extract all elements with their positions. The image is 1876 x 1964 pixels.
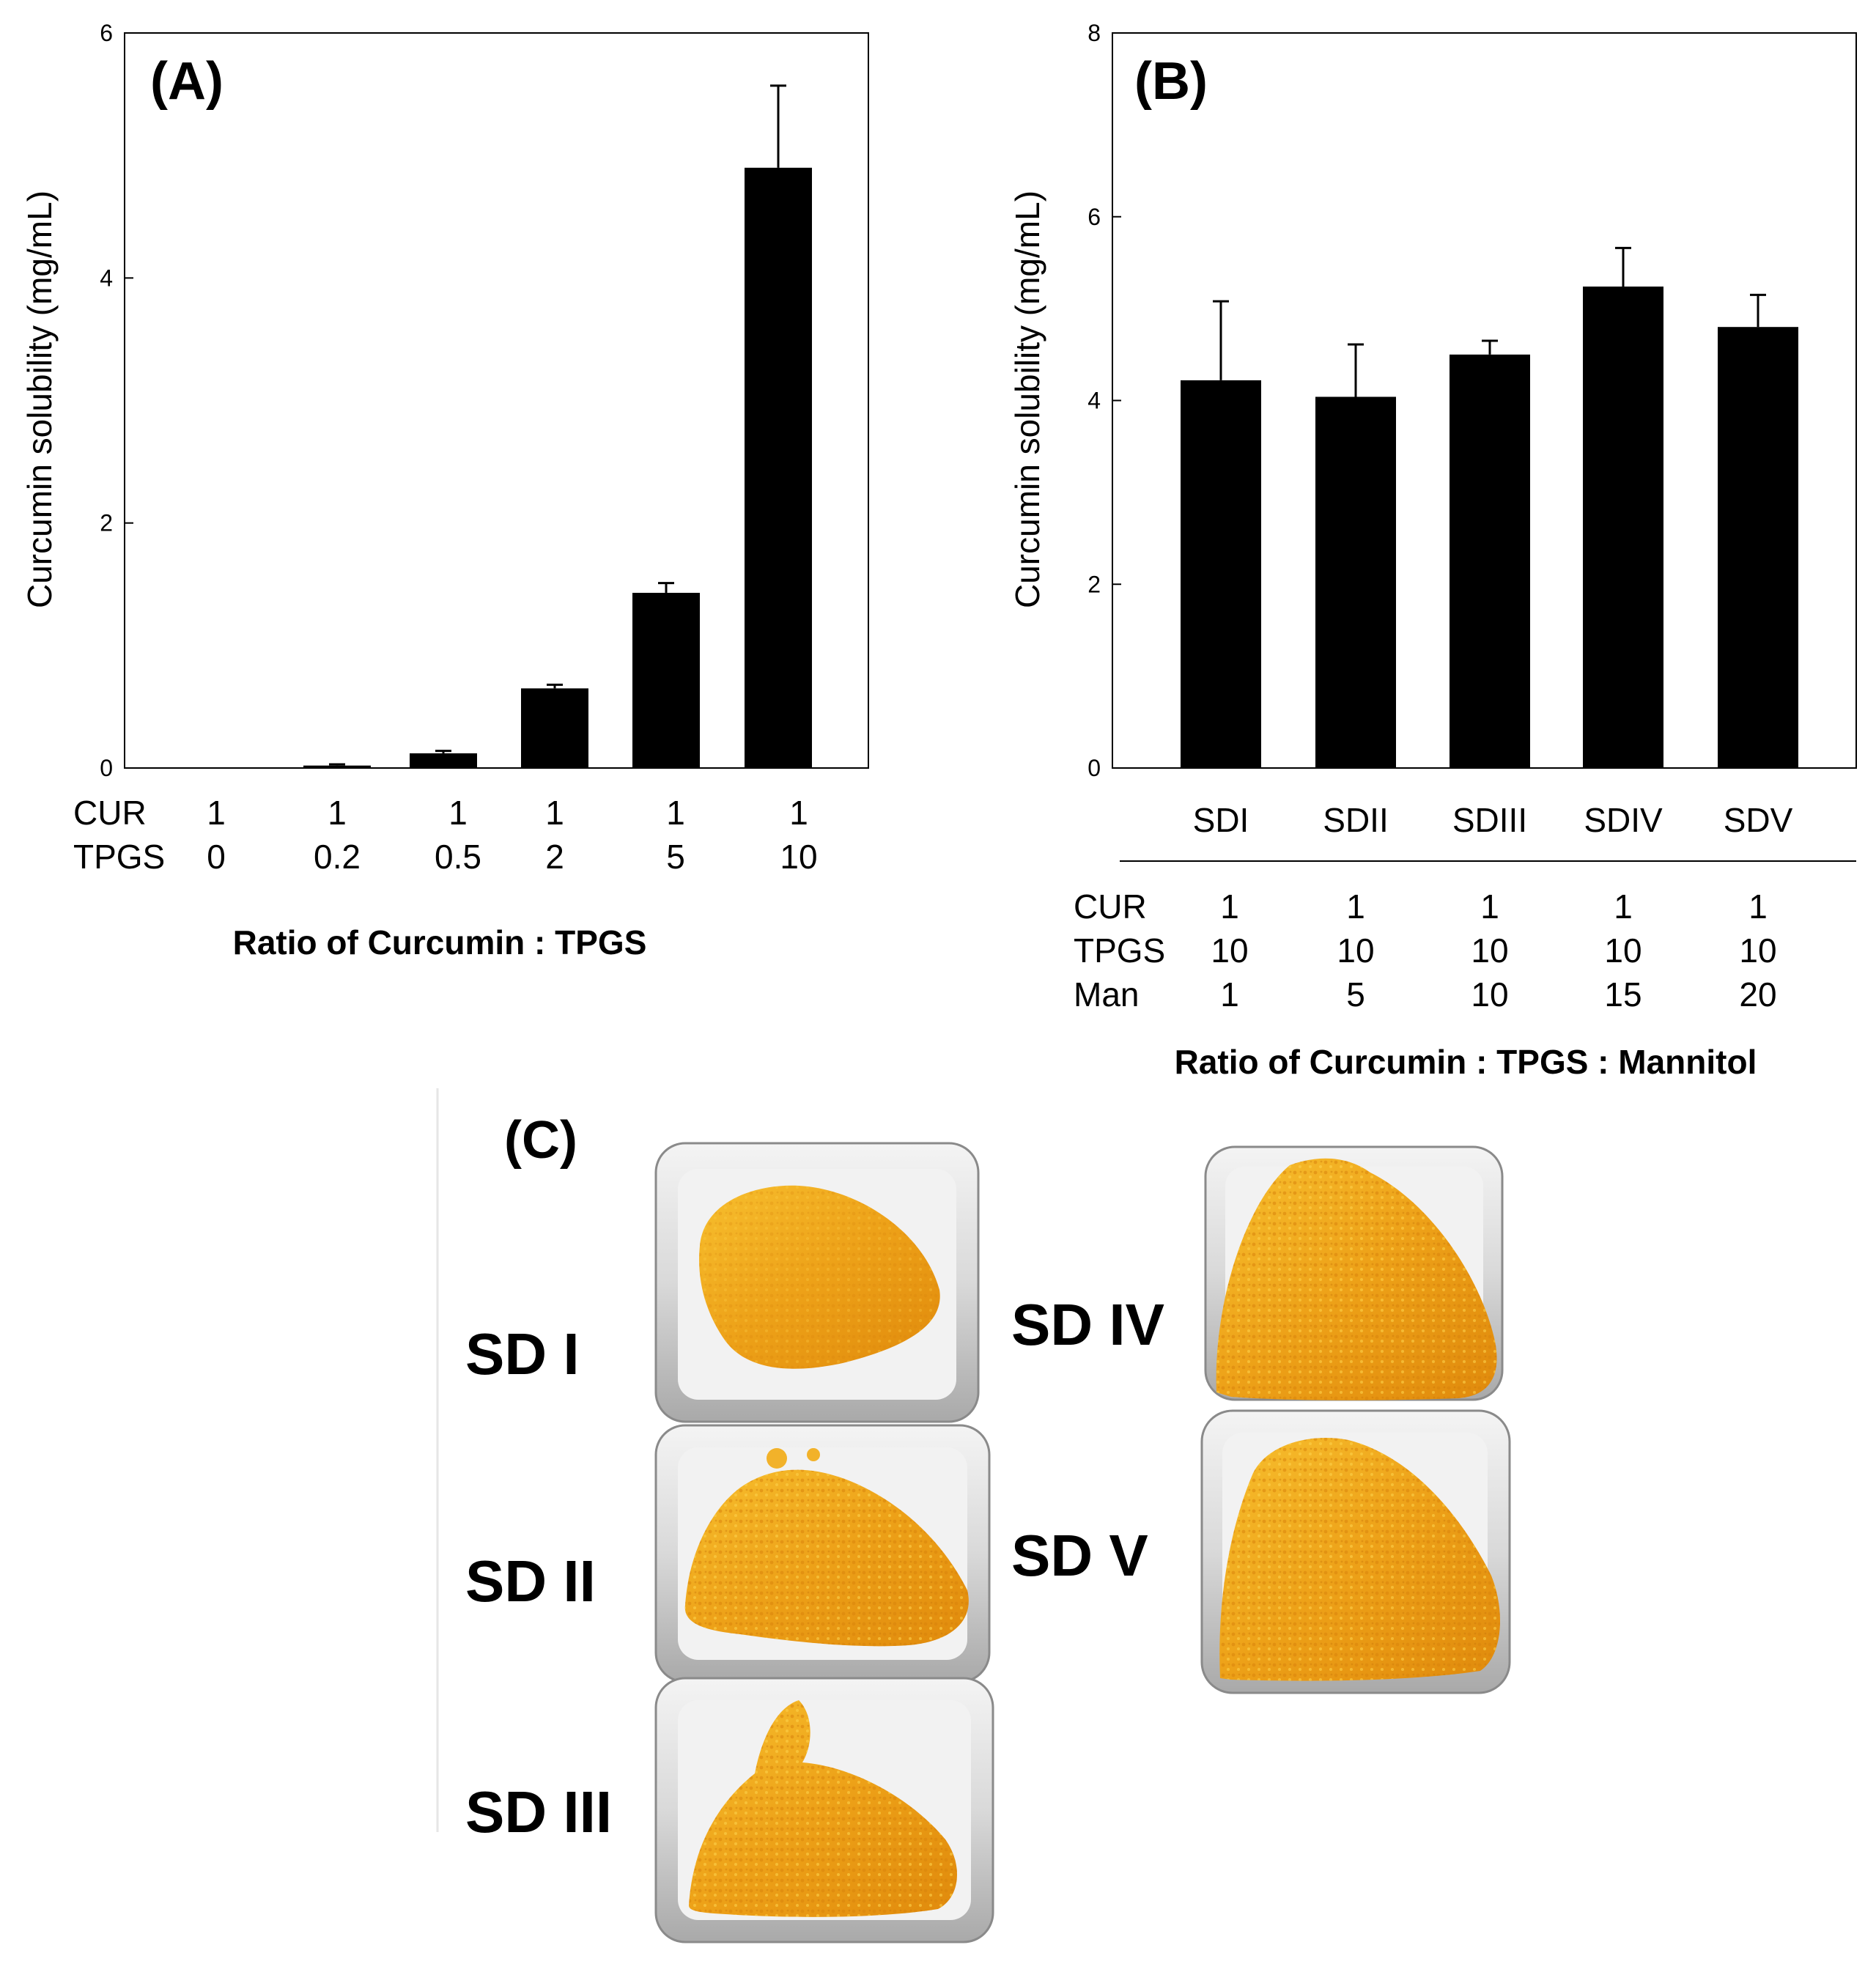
category-label: SDIII [1452,801,1527,839]
ratio-value: 10 [1471,975,1508,1014]
chart-b-panel-label: (B) [1134,52,1208,111]
bar [1718,327,1798,768]
sample-tray-sd-v [1200,1409,1511,1694]
chart-a-ratio-table: CUR 1 1 1 1 1 1 TPGS 0 0.2 0.5 2 5 10 [73,794,818,876]
sample-tray-sd-iv [1204,1145,1504,1401]
y-tick-label: 2 [100,510,113,536]
y-tick-label: 0 [100,755,113,781]
sample-label-sd-i: SD I [465,1321,580,1387]
ratio-value: 10 [780,838,817,876]
ratio-value: 0 [207,838,226,876]
ratio-value: 1 [1480,887,1499,926]
ratio-value: 10 [1739,931,1776,970]
ratio-value: 0.5 [435,838,481,876]
ratio-value: 20 [1739,975,1776,1014]
bar [521,688,588,768]
chart-b: (B) 0 2 4 6 8 Curcumin solubility (mg/mL) SD… [1008,20,1857,1081]
ratio-value: 10 [1337,931,1374,970]
sample-label-sd-iv: SD IV [1011,1292,1164,1357]
chart-b-bars [1181,246,1798,768]
sample-tray-sd-i [654,1142,980,1423]
sample-tray-sd-iii [654,1677,994,1943]
ratio-value: 1 [666,794,685,832]
chart-a-x-axis-label: Ratio of Curcumin : TPGS [233,923,647,961]
y-tick-label: 4 [100,265,113,291]
sample-label-sd-iii: SD III [465,1779,612,1845]
ratio-value: 1 [1220,887,1239,926]
sample-label-sd-ii: SD II [465,1548,596,1614]
ratio-value: 10 [1471,931,1508,970]
ratio-value: 5 [666,838,685,876]
bar [1583,287,1663,768]
ratio-value: 1 [545,794,564,832]
ratio-row-label: TPGS [1074,931,1165,970]
bar [632,592,700,768]
ratio-value: 1 [1346,887,1365,926]
bar [303,765,371,768]
ratio-value: 2 [545,838,564,876]
ratio-row-label: CUR [73,794,147,832]
ratio-value: 1 [448,794,468,832]
sample-tray-sd-ii [654,1424,991,1683]
ratio-value: 1 [1220,975,1239,1014]
chart-b-categories: SDI SDII SDIII SDIV SDV [1193,801,1793,839]
category-label: SDIV [1584,801,1663,839]
sample-label-sd-v: SD V [1011,1523,1148,1588]
ratio-value: 1 [328,794,347,832]
category-label: SDI [1193,801,1249,839]
ratio-value: 15 [1604,975,1642,1014]
ratio-row-label: TPGS [73,838,165,876]
chart-b-x-axis-label: Ratio of Curcumin : TPGS : Mannitol [1175,1043,1757,1081]
ratio-value: 10 [1211,931,1248,970]
chart-a-y-axis: 0 2 4 6 [100,20,133,781]
photo-panel: (C) [436,1088,1511,1943]
ratio-value: 1 [207,794,226,832]
ratio-row-label: CUR [1074,887,1147,926]
chart-a: (A) 0 2 4 6 Curcumin solubility (mg/mL) CUR… [21,20,869,961]
ratio-value: 0.2 [314,838,361,876]
chart-a-y-axis-label: Curcumin solubility (mg/mL) [21,191,59,608]
y-tick-label: 4 [1087,388,1101,414]
chart-a-panel-label: (A) [150,52,224,111]
chart-a-plot-frame [124,32,869,769]
chart-b-y-axis: 0 2 4 6 8 [1087,20,1121,781]
bar [1315,396,1396,768]
y-tick-label: 2 [1087,571,1101,597]
category-label: SDII [1323,801,1388,839]
y-tick-label: 6 [100,20,113,46]
y-tick-label: 8 [1087,20,1101,46]
ratio-value: 1 [1614,887,1633,926]
photo-panel-label: (C) [504,1111,577,1170]
chart-a-bars [303,84,812,769]
y-tick-label: 0 [1087,755,1101,781]
chart-b-y-axis-label: Curcumin solubility (mg/mL) [1008,191,1046,608]
bar [410,753,477,768]
ratio-row-label: Man [1074,975,1139,1014]
bar [745,167,812,769]
ratio-value: 1 [1748,887,1768,926]
category-label: SDV [1724,801,1793,839]
ratio-value: 5 [1346,975,1365,1014]
bar [1181,380,1261,768]
ratio-value: 10 [1604,931,1642,970]
bar [1450,354,1530,768]
ratio-value: 1 [789,794,808,832]
y-tick-label: 6 [1087,204,1101,230]
